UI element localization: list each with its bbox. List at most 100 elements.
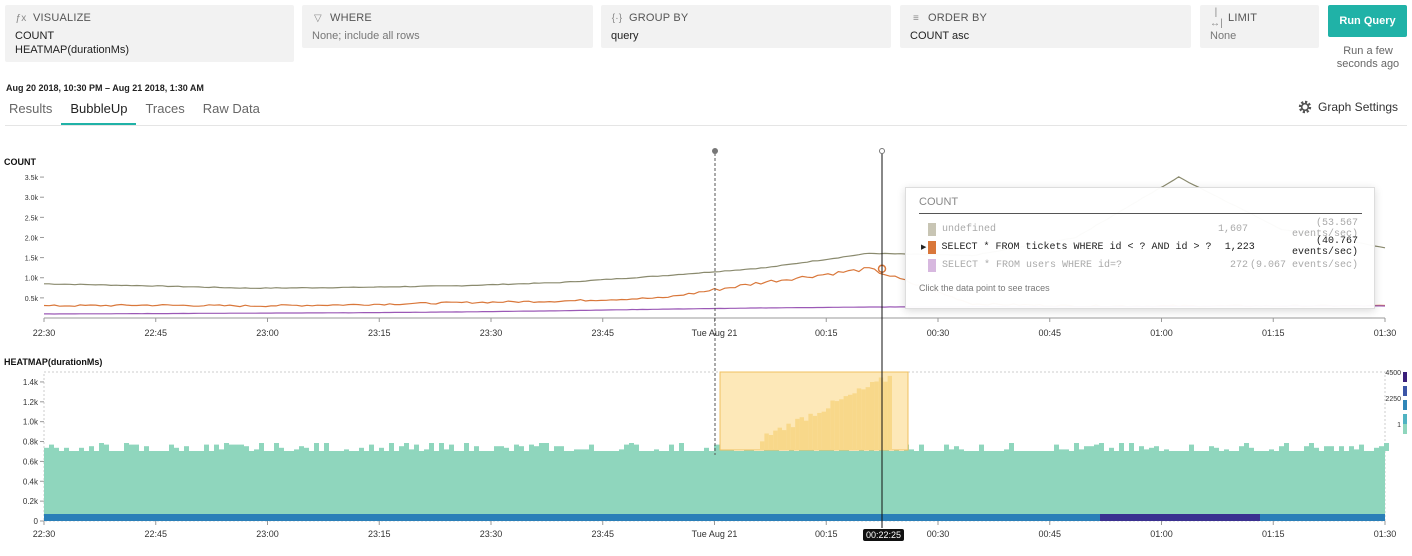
graph-settings-label: Graph Settings (1318, 100, 1399, 114)
heatmap-cell (464, 443, 469, 451)
expand-arrow-icon: ▶ (921, 243, 927, 252)
where-clause[interactable]: ▽ WHERE None; include all rows (302, 5, 593, 48)
visualize-clause[interactable]: ƒx VISUALIZE COUNT HEATMAP(durationMs) (5, 5, 294, 62)
heatmap-cell (574, 449, 579, 451)
tooltip-row-tickets[interactable]: ▶ SELECT * FROM tickets WHERE id < ? AND… (921, 236, 1359, 258)
heat-x-tick-label: 23:30 (480, 529, 503, 539)
group-by-value: query (611, 30, 639, 42)
selection-cell (799, 417, 804, 450)
heatmap-cell (1249, 447, 1254, 451)
count-x-tick-label: 22:30 (33, 328, 56, 338)
heatmap-cell (1359, 444, 1364, 451)
selection-cell (764, 433, 769, 450)
visualize-value-1: COUNT (15, 30, 55, 42)
tab-results[interactable]: Results (9, 101, 53, 116)
tooltip-row-users[interactable]: SELECT * FROM users WHERE id=? 272 (9.06… (919, 256, 1362, 274)
heatmap-cell (669, 444, 674, 451)
heatmap-cell (369, 444, 374, 451)
heatmap-cell (1164, 449, 1169, 451)
heatmap-cell (1129, 443, 1134, 451)
heatmap-cell (1354, 449, 1359, 451)
limit-value: None (1210, 30, 1237, 42)
heatmap-cell (1224, 449, 1229, 451)
heatmap-band (44, 451, 1385, 514)
heatmap-cell (169, 444, 174, 451)
order-by-clause[interactable]: ≡ ORDER BY COUNT asc (900, 5, 1191, 48)
heatmap-cell (89, 446, 94, 451)
heatmap-baseline-dense (1100, 514, 1260, 521)
heatmap-cell (494, 446, 499, 451)
heatmap-cell (1099, 443, 1104, 451)
heatmap-cell (224, 443, 229, 451)
selection-cell (861, 389, 866, 450)
heatmap-cell (44, 447, 49, 451)
graph-settings-button[interactable]: Graph Settings (1298, 100, 1398, 114)
result-tabs: Results BubbleUp Traces Raw Data (0, 95, 269, 125)
swatch-users (928, 258, 936, 272)
heatmap-cell (579, 449, 584, 451)
heatmap-cell (1339, 446, 1344, 451)
heatmap-cell (559, 446, 564, 451)
heat-y-tick-label: 0.6k (23, 457, 39, 466)
selection-cell (777, 427, 782, 450)
heat-x-tick-label: 23:00 (256, 529, 279, 539)
count-y-tick-label: 3.5k (25, 175, 39, 182)
tab-traces[interactable]: Traces (145, 101, 185, 116)
heatmap-cell (1374, 447, 1379, 451)
heatmap-cell (304, 447, 309, 451)
tab-bubbleup[interactable]: BubbleUp (61, 95, 137, 125)
tooltip-row-undefined[interactable]: undefined 1,607 (53.567 events/sec) (919, 218, 1362, 240)
where-title: WHERE (330, 12, 372, 24)
heatmap-cell (439, 443, 444, 451)
selection-cell (874, 381, 879, 450)
heatmap-cell (1314, 447, 1319, 451)
heat-y-tick-label: 0.2k (23, 497, 39, 506)
heatmap-cell (404, 443, 409, 451)
deploy-marker-icon (712, 148, 718, 154)
group-by-clause[interactable]: {·} GROUP BY query (601, 5, 891, 48)
sort-icon: ≡ (912, 12, 920, 24)
selection-cell (856, 388, 862, 450)
heatmap-cell (1309, 443, 1314, 451)
limit-clause[interactable]: |↔| LIMIT None (1200, 5, 1319, 48)
limit-title: LIMIT (1228, 12, 1258, 24)
heatmap-cell (124, 443, 129, 451)
tab-raw-data[interactable]: Raw Data (202, 101, 260, 116)
heatmap-cell (1269, 449, 1274, 451)
run-query-button[interactable]: Run Query (1328, 5, 1407, 37)
tooltip-title: COUNT (919, 196, 1362, 214)
heatmap-cell (134, 444, 139, 451)
heatmap-cell (1189, 444, 1194, 451)
heatmap-cell (949, 449, 954, 451)
legend-swatch (1403, 372, 1407, 382)
heatmap-cell (539, 443, 544, 451)
selection-cell (865, 387, 870, 450)
heatmap-cell (1064, 449, 1069, 451)
heatmap-cell (359, 447, 364, 451)
selection-cell (848, 394, 853, 450)
selection-cell (826, 408, 831, 450)
heatmap-cell (99, 443, 104, 451)
heatmap-cell (429, 443, 434, 451)
heat-y-tick-label: 0.8k (23, 438, 39, 447)
swatch-undefined (928, 222, 936, 236)
heatmap-cell (1074, 443, 1079, 451)
heat-x-tick-label: 23:45 (591, 529, 614, 539)
heatmap-cell (274, 443, 279, 451)
heatmap-cell (1079, 449, 1084, 451)
heatmap-cell (1154, 446, 1159, 451)
swatch-tickets (928, 240, 936, 254)
selection-cell (834, 401, 840, 450)
heatmap-cell (444, 449, 449, 451)
heat-y-tick-label: 0 (34, 517, 39, 526)
heatmap-cell (504, 447, 509, 451)
heatmap-cell (1239, 446, 1244, 451)
selection-cell (883, 381, 888, 450)
count-y-tick-label: 1.0k (25, 276, 39, 283)
count-x-tick-label: 23:00 (256, 328, 279, 338)
count-x-tick-label: 23:45 (591, 328, 614, 338)
heatmap-cell (1304, 446, 1309, 451)
heatmap-cell (104, 444, 109, 451)
heatmap-cell (1004, 449, 1009, 451)
